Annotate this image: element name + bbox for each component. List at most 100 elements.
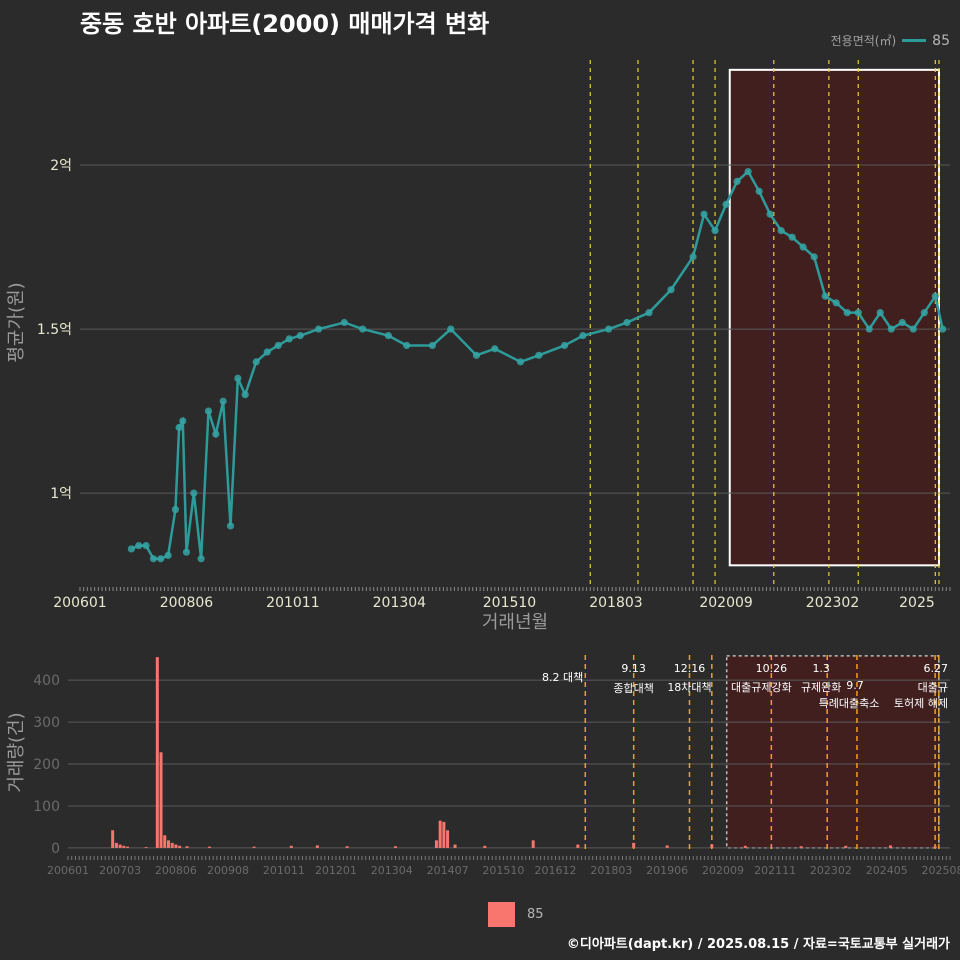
- legend-bar-label: 85: [527, 907, 544, 922]
- data-point: [212, 430, 220, 438]
- volume-bar: [446, 830, 450, 848]
- data-point: [535, 351, 543, 359]
- policy-annotation: 토허제 해제: [894, 696, 948, 710]
- volume-x-tick-label: 201201: [315, 864, 357, 877]
- x-tick-label: 200806: [160, 595, 214, 611]
- volume-bar: [434, 840, 438, 848]
- policy-annotation: 10.26: [756, 662, 788, 675]
- volume-bar: [289, 845, 293, 848]
- volume-x-tick-label: 202302: [810, 864, 852, 877]
- data-point: [689, 253, 697, 261]
- bottom-legend: 85: [488, 902, 544, 927]
- volume-x-tick-label: 202111: [754, 864, 796, 877]
- volume-bar: [166, 840, 170, 848]
- policy-annotation: 대출규제강화: [731, 681, 792, 694]
- volume-bar: [799, 846, 803, 848]
- volume-bar: [155, 657, 159, 848]
- volume-bar: [531, 840, 535, 848]
- source-caption: ©디아파트(dapt.kr) / 2025.08.15 / 자료=국토교통부 실…: [566, 937, 950, 952]
- data-point: [135, 542, 143, 550]
- data-point: [931, 292, 939, 300]
- data-point: [667, 286, 675, 294]
- data-point: [623, 318, 631, 327]
- data-point: [179, 417, 187, 425]
- x-tick-label: 201011: [266, 595, 319, 611]
- volume-bar: [159, 752, 163, 848]
- volume-bar: [394, 846, 397, 848]
- volume-x-tick-label: 202508: [922, 864, 960, 877]
- volume-bar: [483, 845, 487, 848]
- volume-bar: [743, 845, 747, 848]
- data-point: [285, 335, 293, 343]
- data-point: [832, 299, 840, 307]
- data-point: [127, 545, 135, 553]
- volume-bar: [442, 821, 446, 848]
- volume-x-tick-label: 201011: [263, 864, 305, 877]
- volume-y-tick-label: 400: [33, 673, 60, 689]
- data-point: [755, 187, 763, 195]
- data-point: [799, 243, 807, 251]
- volume-y-tick-label: 200: [33, 757, 60, 773]
- data-point: [447, 325, 455, 333]
- volume-x-tick-label: 202405: [866, 864, 908, 877]
- data-point: [472, 351, 481, 359]
- volume-bar: [178, 845, 182, 848]
- volume-x-tick-label: 200908: [207, 864, 249, 877]
- volume-x-tick-label: 201803: [590, 864, 632, 877]
- data-point: [315, 325, 323, 333]
- volume-x-tick-label: 201407: [427, 864, 469, 877]
- data-point: [733, 177, 741, 186]
- data-point: [263, 348, 271, 356]
- volume-x-tick-label: 201906: [646, 864, 688, 877]
- volume-x-tick-label: 200703: [99, 864, 141, 877]
- x-tick-label: 202009: [699, 595, 752, 611]
- policy-annotation: 1.3: [812, 662, 830, 675]
- data-point: [296, 332, 304, 340]
- data-point: [920, 309, 928, 317]
- volume-bar: [111, 830, 115, 848]
- volume-bar: [453, 844, 457, 848]
- data-point: [157, 555, 165, 563]
- volume-bar: [122, 845, 126, 848]
- volume-x-tick-label: 200601: [47, 864, 89, 877]
- volume-bar: [174, 844, 178, 848]
- data-point: [777, 227, 785, 235]
- volume-x-tick-label: 201304: [371, 864, 413, 877]
- volume-bar: [632, 842, 636, 848]
- volume-bar: [933, 846, 937, 848]
- data-point: [274, 341, 282, 350]
- data-point: [909, 325, 917, 333]
- legend-title: 전용면적(㎡): [830, 34, 897, 48]
- policy-annotation: 18차대책: [667, 681, 711, 694]
- data-point: [788, 233, 796, 241]
- volume-bar: [665, 845, 669, 848]
- x-tick-label: 201803: [589, 595, 642, 611]
- volume-x-tick-label: 201612: [535, 864, 577, 877]
- policy-annotation: 종합대책: [613, 682, 653, 695]
- data-point: [516, 358, 525, 366]
- policy-annotation: 8.2 대책: [542, 671, 583, 684]
- volume-y-tick-label: 300: [33, 715, 60, 731]
- legend-line-swatch: [902, 39, 927, 42]
- data-point: [645, 309, 653, 317]
- volume-x-tick-label: 200806: [155, 864, 197, 877]
- volume-bar: [888, 845, 892, 848]
- x-tick-label: 200601: [53, 595, 106, 611]
- volume-bar: [126, 846, 130, 848]
- volume-bar: [710, 844, 714, 848]
- y-tick-label: 1.5억: [37, 322, 72, 338]
- data-point: [182, 548, 191, 556]
- data-point: [843, 309, 851, 317]
- x-axis-title: 거래년월: [482, 612, 548, 633]
- data-point: [359, 325, 367, 333]
- policy-annotation: 규제완화: [801, 681, 841, 694]
- policy-annotation: 대출규: [918, 681, 948, 694]
- chart-title: 중동 호반 아파트(2000) 매매가격 변화: [80, 10, 490, 38]
- data-point: [175, 423, 183, 432]
- data-point: [579, 332, 587, 340]
- volume-bar: [163, 835, 167, 848]
- data-point: [340, 318, 348, 327]
- data-point: [700, 210, 708, 218]
- y-axis-title: 평균가(원): [6, 282, 27, 362]
